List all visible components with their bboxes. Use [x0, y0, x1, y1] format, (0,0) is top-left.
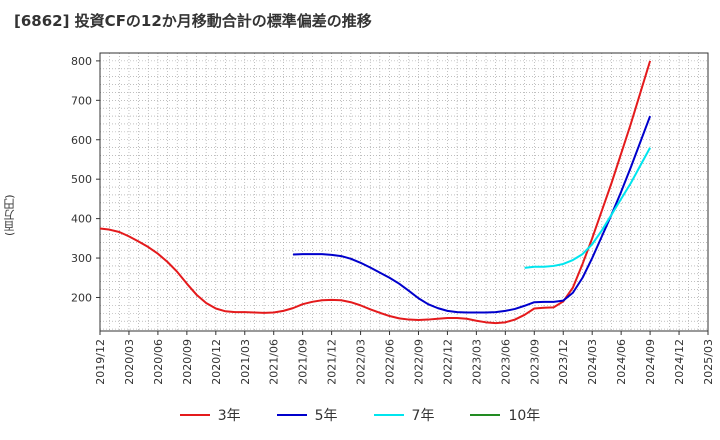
x-tick-label: 2020/06	[152, 339, 165, 385]
x-tick-label: 2019/12	[94, 339, 107, 385]
y-tick-label: 700	[71, 94, 92, 107]
x-tick-label: 2021/03	[239, 339, 252, 385]
x-tick-label: 2024/06	[615, 339, 628, 385]
legend-label: 5年	[314, 408, 338, 424]
legend: 3年 5年 7年 10年	[0, 404, 720, 426]
x-tick-label: 2024/09	[644, 339, 657, 385]
x-tick-label: 2022/12	[441, 339, 454, 385]
x-tick-label: 2021/06	[268, 339, 281, 385]
x-tick-label: 2024/12	[673, 339, 686, 385]
x-tick-label: 2022/03	[355, 339, 368, 385]
plot-frame	[99, 52, 709, 332]
x-tick-label: 2022/09	[412, 339, 425, 385]
x-tick-label: 2020/09	[181, 339, 194, 385]
legend-item-4: 10年	[470, 405, 540, 425]
legend-swatch	[179, 414, 210, 416]
legend-swatch	[470, 414, 501, 416]
legend-swatch	[276, 414, 307, 416]
x-tick-label: 2021/09	[297, 339, 310, 385]
x-tick-label: 2021/12	[326, 339, 339, 385]
x-tick-label: 2022/06	[384, 339, 397, 385]
series-line-3	[524, 147, 651, 269]
x-tick-label: 2024/03	[586, 339, 599, 385]
x-tick-label: 2025/03	[702, 339, 715, 385]
y-tick-label: 400	[71, 213, 92, 226]
legend-item-3: 7年	[373, 405, 435, 425]
y-tick-label: 800	[71, 55, 92, 68]
x-tick-label: 2023/09	[528, 339, 541, 385]
legend-swatch	[373, 414, 404, 416]
legend-item-2: 5年	[276, 405, 338, 425]
legend-label: 10年	[508, 408, 541, 424]
y-tick-label: 500	[71, 173, 92, 186]
x-tick-label: 2023/06	[499, 339, 512, 385]
legend-label: 7年	[411, 408, 435, 424]
chart-title: [6862] 投資CFの12か月移動合計の標準偏差の推移	[14, 12, 372, 30]
legend-label: 3年	[217, 408, 241, 424]
y-tick-label: 300	[71, 252, 92, 265]
x-tick-label: 2023/12	[557, 339, 570, 385]
y-tick-label: 600	[71, 134, 92, 147]
series-line-1	[99, 60, 652, 325]
legend-item-1: 3年	[179, 405, 241, 425]
x-tick-label: 2020/12	[210, 339, 223, 385]
series-line-2	[292, 115, 652, 314]
x-tick-label: 2020/03	[123, 339, 136, 385]
x-tick-label: 2023/03	[470, 339, 483, 385]
y-tick-label: 200	[71, 291, 92, 304]
